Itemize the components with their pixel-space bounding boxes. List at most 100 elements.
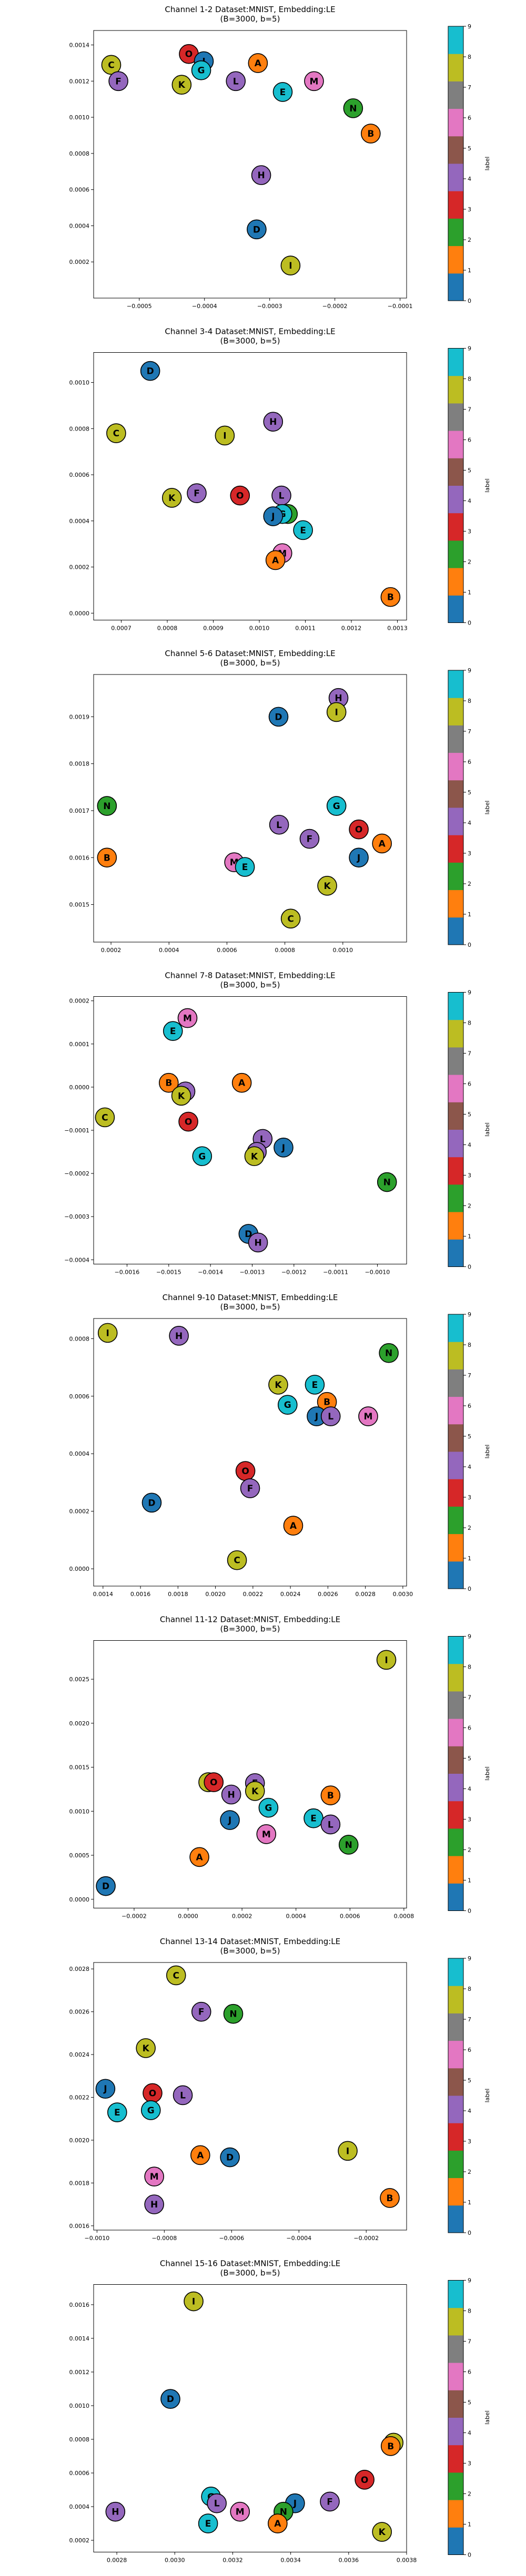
x-tick-label: 0.0000 — [178, 1913, 198, 1920]
scatter-point — [95, 2079, 116, 2099]
colorbar-segment — [448, 1986, 463, 2013]
scatter-point — [299, 829, 320, 849]
x-tick-label: 0.0008 — [157, 625, 178, 632]
point-label: B — [165, 1078, 172, 1089]
chart-panel-2: Channel 3-4 Dataset:MNIST, Embedding:LE(… — [69, 327, 491, 632]
colorbar-tick-label: 5 — [468, 467, 471, 474]
colorbar-segment — [448, 2013, 463, 2041]
point-label: F — [247, 1484, 254, 1494]
point-label: A — [196, 1852, 203, 1863]
y-tick-label: 0.0012 — [69, 2369, 90, 2376]
point-label: A — [238, 1078, 246, 1089]
y-tick-label: 0.0016 — [69, 854, 90, 861]
x-tick-label: 0.0032 — [222, 2557, 243, 2564]
x-tick-label: 0.0034 — [280, 2557, 301, 2564]
scatter-point — [189, 1847, 209, 1867]
colorbar-tick-label: 7 — [468, 84, 471, 91]
x-tick-label: −0.0006 — [219, 2235, 244, 2242]
scatter-point — [95, 1107, 115, 1128]
colorbar-tick-label: 8 — [468, 1020, 471, 1027]
scatter-point — [269, 814, 289, 835]
point-label: I — [385, 1655, 388, 1665]
x-tick-label: 0.0036 — [339, 2557, 359, 2564]
point-label: E — [242, 862, 248, 873]
point-label: G — [284, 1400, 291, 1410]
y-tick-label: 0.0006 — [69, 1393, 90, 1400]
scatter-point — [190, 2145, 210, 2165]
colorbar-segment — [448, 1479, 463, 1507]
scatter-point — [245, 1781, 265, 1801]
colorbar-segment — [448, 2363, 463, 2390]
colorbar-frame — [448, 2280, 464, 2555]
point-label: M — [236, 2507, 245, 2518]
x-tick-label: −0.0003 — [257, 303, 282, 310]
colorbar-segment — [448, 136, 463, 164]
x-tick-label: −0.0010 — [365, 1269, 390, 1276]
y-tick-label: 0.0014 — [69, 42, 90, 49]
colorbar-tick-label: 4 — [468, 2430, 471, 2437]
y-tick-label: 0.0016 — [69, 2302, 90, 2308]
point-label: G — [333, 801, 340, 812]
colorbar-segment — [448, 917, 463, 945]
x-tick-label: 0.0028 — [107, 2557, 127, 2564]
scatter-point — [320, 1814, 341, 1835]
point-label: J — [228, 1815, 231, 1826]
point-label: I — [192, 2297, 195, 2307]
x-tick-label: 0.0026 — [318, 1591, 338, 1598]
colorbar-segment — [448, 513, 463, 541]
colorbar-segment — [448, 81, 463, 109]
scatter-point — [171, 75, 192, 95]
x-tick-label: −0.0016 — [115, 1269, 140, 1276]
point-label: L — [260, 1134, 266, 1144]
colorbar-tick-label: 5 — [468, 1111, 471, 1118]
scatter-point — [177, 1008, 198, 1028]
chart-panel-6: Channel 11-12 Dataset:MNIST, Embedding:L… — [69, 1615, 491, 1920]
point-label: D — [226, 2153, 234, 2163]
scatter-point — [304, 71, 324, 91]
scatter-point — [280, 908, 301, 929]
colorbar-tick-label: 6 — [468, 1725, 471, 1732]
colorbar-segment — [448, 1506, 463, 1535]
y-tick-label: 0.0000 — [69, 1566, 90, 1572]
colorbar-tick-label: 2 — [468, 1525, 471, 1531]
y-tick-label: 0.0000 — [69, 1084, 90, 1091]
scatter-point — [380, 2436, 401, 2456]
scatter-point — [97, 1323, 118, 1343]
point-label: J — [315, 1412, 318, 1422]
scatter-point — [178, 1111, 198, 1132]
colorbar-segment — [448, 2307, 463, 2336]
plot-area-frame — [93, 1640, 407, 1908]
colorbar-tick-label: 3 — [468, 2138, 471, 2145]
point-label: H — [112, 2507, 119, 2518]
point-label: N — [383, 1178, 391, 1188]
colorbar-segment — [448, 807, 463, 835]
colorbar-segment — [448, 163, 463, 191]
scatter-point — [107, 2102, 127, 2122]
x-tick-label: 0.0002 — [232, 1913, 252, 1920]
colorbar-segment — [448, 1369, 463, 1397]
colorbar-segment — [448, 1719, 463, 1746]
scatter-point — [187, 483, 207, 503]
colorbar-segment — [448, 698, 463, 725]
colorbar-tick-label: 3 — [468, 1816, 471, 1823]
scatter-point — [97, 796, 117, 816]
chart-title: Channel 9-10 Dataset:MNIST, Embedding:LE — [163, 1293, 338, 1302]
x-tick-label: 0.0007 — [111, 625, 132, 632]
colorbar-tick-label: 9 — [468, 2277, 471, 2284]
scatter-point — [220, 1810, 240, 1830]
colorbar-tick-label: 1 — [468, 1233, 471, 1240]
y-tick-label: 0.0004 — [69, 1450, 90, 1457]
colorbar-tick-label: 8 — [468, 2308, 471, 2315]
scatter-point — [141, 1493, 162, 1513]
colorbar-tick-label: 5 — [468, 1755, 471, 1762]
colorbar-segment — [448, 992, 463, 1020]
colorbar-tick-label: 5 — [468, 2399, 471, 2406]
chart-title: Channel 3-4 Dataset:MNIST, Embedding:LE — [165, 327, 335, 336]
y-tick-label: 0.0024 — [69, 2051, 90, 2058]
point-label: C — [108, 60, 114, 70]
point-label: O — [185, 49, 193, 60]
point-label: E — [310, 1814, 317, 1824]
colorbar-segment — [448, 403, 463, 431]
colorbar-segment — [448, 1396, 463, 1425]
